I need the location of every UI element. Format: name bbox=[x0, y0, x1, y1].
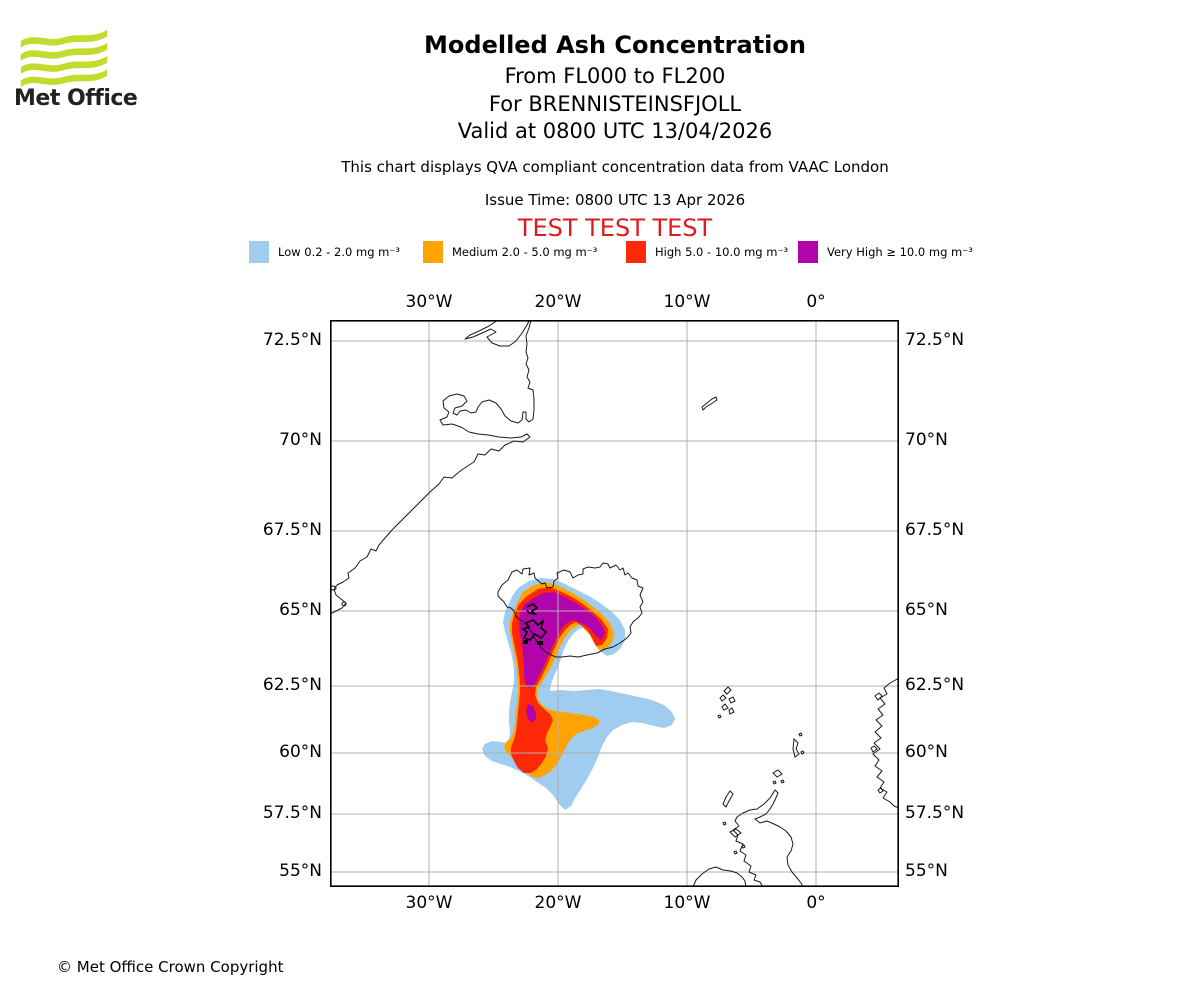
coastline-iceland bbox=[497, 562, 644, 658]
legend-swatch-medium bbox=[423, 241, 443, 263]
axis-label-left-72-5n: 72.5°N bbox=[262, 330, 322, 350]
issue-time: Issue Time: 0800 UTC 13 Apr 2026 bbox=[484, 191, 746, 209]
coastline-scotland bbox=[732, 789, 804, 887]
qva-notice: This chart displays QVA compliant concen… bbox=[341, 158, 889, 176]
graticule bbox=[330, 320, 899, 887]
page-title: Modelled Ash Concentration bbox=[424, 31, 806, 59]
axis-label-bottom-0: 0° bbox=[806, 893, 826, 913]
legend-swatch-low bbox=[249, 241, 269, 263]
axis-label-top-30w: 30°W bbox=[405, 292, 453, 312]
axis-label-left-57-5n: 57.5°N bbox=[262, 803, 322, 823]
axis-label-right-62-5n: 62.5°N bbox=[905, 675, 965, 695]
ash-contour-very-high bbox=[519, 592, 605, 688]
coastline-norway bbox=[872, 677, 899, 809]
axis-label-right-70n: 70°N bbox=[905, 430, 948, 450]
logo-waves bbox=[20, 29, 108, 88]
axis-label-top-10w: 10°W bbox=[663, 292, 711, 312]
map-canvas bbox=[330, 320, 899, 887]
islands-orkney bbox=[772, 769, 785, 785]
volcano-marker bbox=[521, 603, 548, 645]
legend-label-low: Low 0.2 - 2.0 mg m⁻³ bbox=[278, 245, 401, 259]
axis-label-bottom-30w: 30°W bbox=[405, 893, 453, 913]
axis-label-right-67-5n: 67.5°N bbox=[905, 520, 965, 540]
subtitle-valid-time: Valid at 0800 UTC 13/04/2026 bbox=[457, 119, 773, 143]
islands-shetland bbox=[792, 732, 805, 758]
islands-norway bbox=[870, 692, 884, 794]
map-border bbox=[330, 320, 899, 887]
subtitle-volcano: For BRENNISTEINSFJOLL bbox=[488, 92, 742, 116]
legend-swatch-very-high bbox=[798, 241, 818, 263]
axis-label-left-60n: 60°N bbox=[279, 742, 322, 762]
legend-label-medium: Medium 2.0 - 5.0 mg m⁻³ bbox=[452, 245, 598, 259]
met-office-logo bbox=[20, 29, 108, 88]
coastline-greenland-cape bbox=[464, 320, 530, 347]
subtitle-flight-levels: From FL000 to FL200 bbox=[504, 64, 726, 88]
island-jan-mayen bbox=[701, 396, 718, 411]
axis-label-left-67-5n: 67.5°N bbox=[262, 520, 322, 540]
legend-item-very-high: Very High ≥ 10.0 mg m⁻³ bbox=[798, 241, 973, 263]
axis-label-right-65n: 65°N bbox=[905, 600, 948, 620]
axis-label-right-60n: 60°N bbox=[905, 742, 948, 762]
islands-faroe bbox=[717, 686, 736, 719]
axis-label-left-55n: 55°N bbox=[279, 861, 322, 881]
axis-label-right-57-5n: 57.5°N bbox=[905, 803, 965, 823]
legend-item-low: Low 0.2 - 2.0 mg m⁻³ bbox=[249, 241, 400, 263]
axis-label-bottom-20w: 20°W bbox=[534, 893, 582, 913]
axis-label-right-72-5n: 72.5°N bbox=[905, 330, 965, 350]
axis-label-left-62-5n: 62.5°N bbox=[262, 675, 322, 695]
islands-hebrides bbox=[722, 790, 746, 855]
legend-item-high: High 5.0 - 10.0 mg m⁻³ bbox=[626, 241, 788, 263]
axis-label-left-70n: 70°N bbox=[279, 430, 322, 450]
legend-label-high: High 5.0 - 10.0 mg m⁻³ bbox=[655, 245, 789, 259]
axis-label-top-0: 0° bbox=[806, 292, 826, 312]
coastline-ireland bbox=[692, 866, 747, 887]
axis-label-bottom-10w: 10°W bbox=[663, 893, 711, 913]
coastline-greenland bbox=[330, 320, 535, 615]
axis-label-top-20w: 20°W bbox=[534, 292, 582, 312]
test-banner: TEST TEST TEST bbox=[517, 214, 713, 242]
legend-label-very-high: Very High ≥ 10.0 mg m⁻³ bbox=[827, 245, 973, 259]
ash-contour-very-high-detached bbox=[526, 704, 536, 723]
met-office-wordmark: Met Office bbox=[14, 86, 138, 111]
legend-swatch-high bbox=[626, 241, 646, 263]
copyright-notice: © Met Office Crown Copyright bbox=[57, 958, 284, 976]
legend-item-medium: Medium 2.0 - 5.0 mg m⁻³ bbox=[423, 241, 597, 263]
axis-label-right-55n: 55°N bbox=[905, 861, 948, 881]
axis-label-left-65n: 65°N bbox=[279, 600, 322, 620]
